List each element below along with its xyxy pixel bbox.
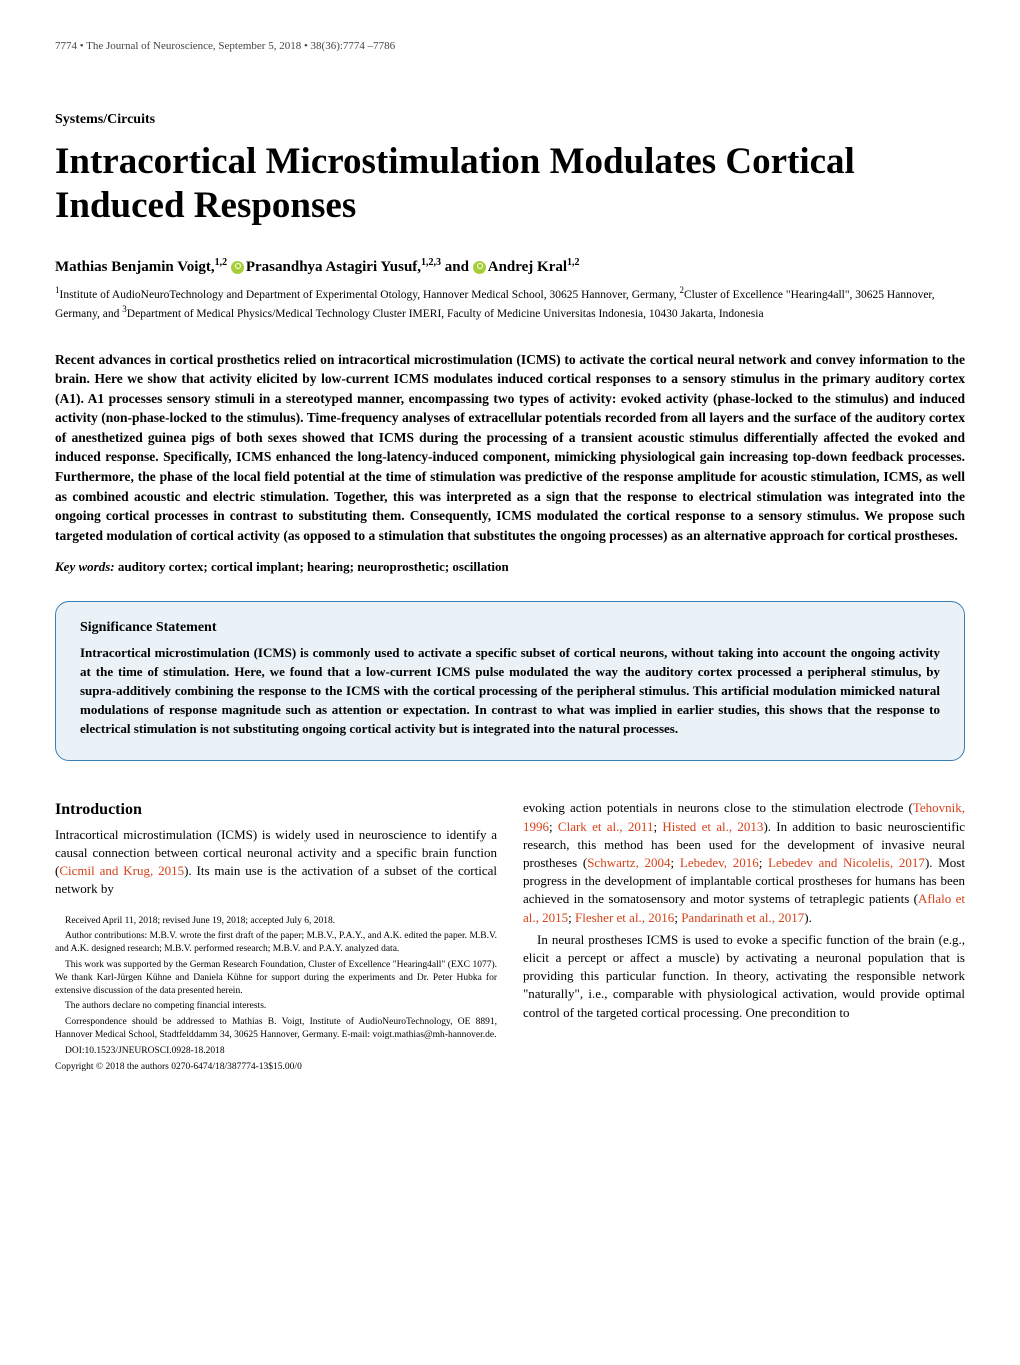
footnote-competing: The authors declare no competing financi…: [55, 1000, 497, 1013]
footnote-received: Received April 11, 2018; revised June 19…: [55, 915, 497, 928]
orcid-icon: [473, 261, 486, 274]
footnote-correspondence: Correspondence should be addressed to Ma…: [55, 1016, 497, 1042]
significance-text: Intracortical microstimulation (ICMS) is…: [80, 644, 940, 738]
intro-heading: Introduction: [55, 799, 497, 821]
header-left: 7774 • The Journal of Neuroscience, Sept…: [55, 40, 395, 52]
running-header: 7774 • The Journal of Neuroscience, Sept…: [55, 40, 965, 52]
keywords-label: Key words:: [55, 559, 115, 574]
intro-p3: In neural prostheses ICMS is used to evo…: [523, 931, 965, 1022]
orcid-icon: [231, 261, 244, 274]
significance-title: Significance Statement: [80, 620, 940, 636]
footnote-copyright: Copyright © 2018 the authors 0270-6474/1…: [55, 1061, 497, 1074]
column-right: evoking action potentials in neurons clo…: [523, 799, 965, 1076]
authors-line: Mathias Benjamin Voigt,1,2 Prasandhya As…: [55, 257, 965, 276]
footnote-doi: DOI:10.1523/JNEUROSCI.0928-18.2018: [55, 1045, 497, 1058]
significance-box: Significance Statement Intracortical mic…: [55, 601, 965, 761]
footnotes: Received April 11, 2018; revised June 19…: [55, 915, 497, 1074]
intro-p2: evoking action potentials in neurons clo…: [523, 799, 965, 926]
footnote-funding: This work was supported by the German Re…: [55, 959, 497, 997]
section-label: Systems/Circuits: [55, 112, 965, 128]
column-left: Introduction Intracortical microstimulat…: [55, 799, 497, 1076]
body-columns: Introduction Intracortical microstimulat…: [55, 799, 965, 1076]
article-title: Intracortical Microstimulation Modulates…: [55, 140, 965, 229]
abstract-text: Recent advances in cortical prosthetics …: [55, 350, 965, 546]
intro-p1: Intracortical microstimulation (ICMS) is…: [55, 826, 497, 899]
footnote-contributions: Author contributions: M.B.V. wrote the f…: [55, 930, 497, 956]
affiliations: 1Institute of AudioNeuroTechnology and D…: [55, 284, 965, 322]
keywords-values: auditory cortex; cortical implant; heari…: [118, 559, 509, 574]
keywords-line: Key words: auditory cortex; cortical imp…: [55, 559, 965, 575]
